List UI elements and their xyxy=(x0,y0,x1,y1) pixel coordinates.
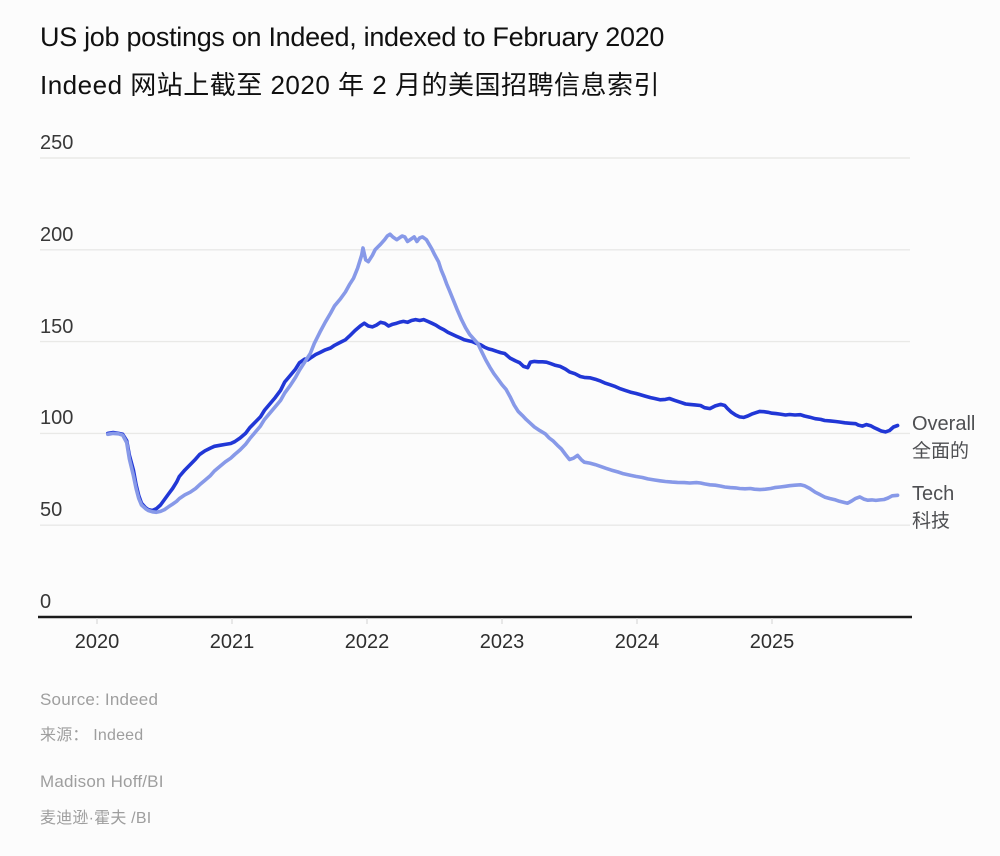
tech-line xyxy=(106,232,900,515)
chart-title-zh: Indeed 网站上截至 2020 年 2 月的美国招聘信息索引 xyxy=(40,70,660,100)
x-axis-label-2025: 2025 xyxy=(749,631,795,653)
chart-title-en: US job postings on Indeed, indexed to Fe… xyxy=(40,22,665,52)
byline-zh: 麦迪逊·霍夫 /BI xyxy=(40,810,152,827)
x-axis-label-2021: 2021 xyxy=(209,631,255,653)
legend-tech-label-zh: 科技 xyxy=(912,511,951,532)
chart-header: US job postings on Indeed, indexed to Fe… xyxy=(40,20,664,102)
legend-overall-label-en: Overall xyxy=(912,413,976,435)
x-axis-label-2020: 2020 xyxy=(74,631,120,653)
source-credit-zh: 来源： Indeed xyxy=(40,727,144,744)
byline-en: Madison Hoff/BI xyxy=(40,772,164,791)
legend-overall: Overall 全面的 xyxy=(912,411,975,465)
x-axis-label-2023: 2023 xyxy=(479,631,525,653)
y-axis-label-200: 200 xyxy=(40,223,74,246)
legend-overall-label-zh: 全面的 xyxy=(912,441,970,462)
y-axis-label-250: 250 xyxy=(40,132,74,154)
y-axis-label-100: 100 xyxy=(40,407,74,430)
y-axis-label-150: 150 xyxy=(40,315,74,338)
legend-tech: Tech 科技 xyxy=(912,481,954,535)
y-axis-label-0: 0 xyxy=(40,591,52,613)
x-axis-label-2024: 2024 xyxy=(614,631,660,653)
x-axis-label-2022: 2022 xyxy=(344,631,390,653)
y-axis-label-50: 50 xyxy=(40,499,63,522)
overall-line xyxy=(106,317,900,513)
source-credit-en: Source: Indeed xyxy=(40,690,159,709)
legend-tech-label-en: Tech xyxy=(912,483,955,505)
